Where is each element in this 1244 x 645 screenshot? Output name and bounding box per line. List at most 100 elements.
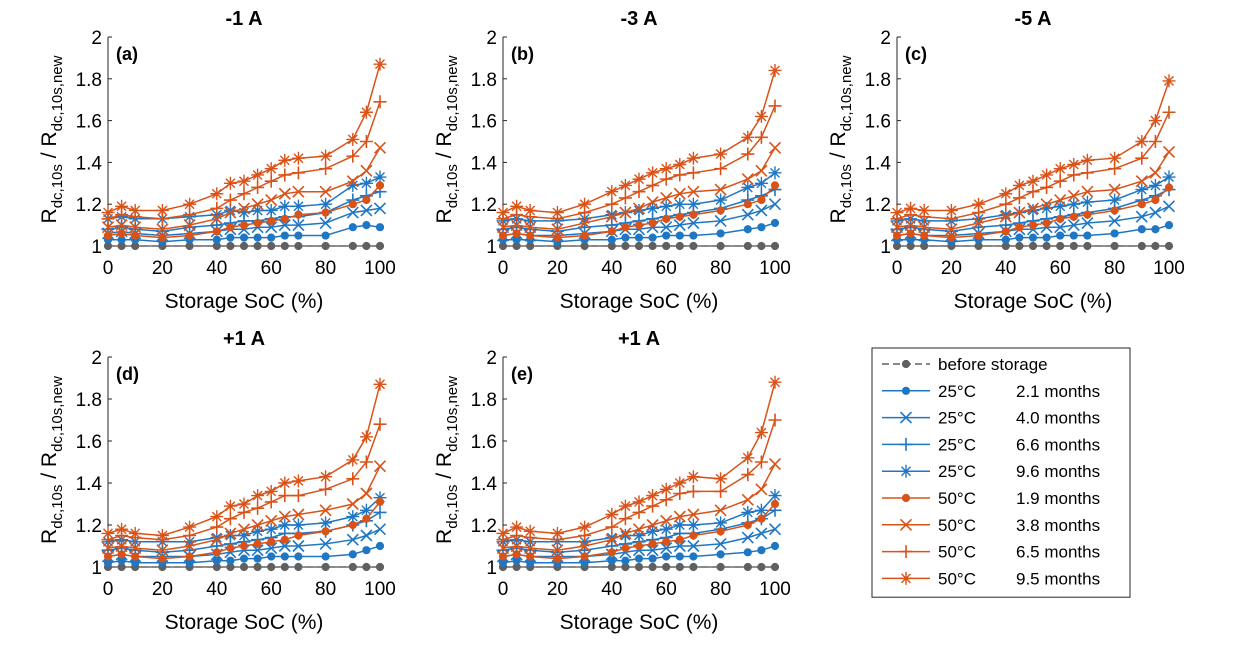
- data-point: [646, 178, 660, 192]
- data-point: [770, 218, 780, 228]
- data-point: [115, 219, 128, 232]
- data-point: [183, 539, 196, 553]
- data-point: [1054, 221, 1067, 234]
- data-point: [1162, 105, 1176, 119]
- legend-item: 50°C 6.5 months: [882, 543, 1100, 562]
- x-tick-label: 80: [315, 258, 336, 279]
- data-point: [714, 504, 727, 517]
- data-point: [362, 546, 371, 555]
- data-point: [743, 241, 752, 251]
- data-point: [265, 514, 278, 527]
- data-point: [605, 197, 619, 211]
- series-6: [101, 460, 387, 557]
- legend-duration: 9.5 months: [1016, 569, 1100, 588]
- data-point: [1040, 168, 1054, 182]
- data-point: [224, 206, 237, 219]
- data-point: [619, 527, 632, 540]
- data-point: [1001, 235, 1010, 244]
- data-point: [321, 552, 330, 561]
- data-point: [210, 212, 223, 225]
- data-point: [264, 522, 278, 536]
- data-point: [1110, 241, 1119, 251]
- data-point: [158, 554, 167, 563]
- data-point: [662, 552, 671, 561]
- x-tick-label: 0: [892, 258, 903, 279]
- data-point: [223, 512, 237, 526]
- legend-duration: 4.0 months: [1016, 409, 1100, 428]
- data-point: [265, 193, 278, 207]
- panel-label: (b): [511, 44, 534, 64]
- data-point: [675, 212, 684, 221]
- data-point: [226, 544, 235, 553]
- data-point: [1080, 195, 1094, 209]
- data-point: [675, 535, 684, 544]
- data-point: [754, 176, 768, 190]
- legend-marker: [899, 437, 913, 451]
- x-tick-label: 0: [498, 258, 509, 279]
- chart-panel-2: 0 20 40 60 80 100 1 1.2 1.4 1.6 1.8 2 -5 A (c) Storage…: [827, 8, 1185, 313]
- data-point: [294, 210, 303, 219]
- data-point: [634, 221, 644, 230]
- data-point: [1148, 135, 1162, 148]
- data-point: [1026, 202, 1040, 215]
- data-point: [754, 426, 768, 440]
- data-point: [278, 168, 292, 182]
- data-point: [1067, 197, 1081, 211]
- data-point: [237, 497, 251, 511]
- data-point: [291, 151, 305, 165]
- data-point: [632, 185, 646, 199]
- data-point: [648, 562, 657, 572]
- data-point: [904, 201, 918, 215]
- data-point: [523, 203, 537, 217]
- series-0: [892, 241, 1174, 251]
- series-line: [107, 465, 381, 551]
- data-point: [359, 176, 373, 190]
- y-axis-label: Rdc,10s / Rdc,10s,new: [38, 376, 66, 544]
- data-point: [714, 516, 728, 530]
- series-line: [107, 207, 381, 237]
- data-point: [348, 562, 357, 572]
- y-axis-label: Rdc,10s / Rdc,10s,new: [827, 55, 855, 223]
- data-point: [1080, 153, 1094, 167]
- data-point: [578, 520, 592, 534]
- x-tick-label: 100: [1153, 258, 1185, 279]
- series-line: [502, 105, 776, 220]
- series-8: [496, 375, 782, 540]
- series-line: [502, 184, 776, 239]
- data-point: [360, 204, 373, 217]
- y-tick-label: 2: [91, 348, 102, 369]
- data-point: [1080, 166, 1094, 180]
- data-point: [660, 542, 673, 555]
- data-point: [1164, 183, 1174, 192]
- y-tick-label: 1.2: [471, 195, 497, 216]
- data-point: [510, 539, 523, 553]
- data-point: [1110, 206, 1119, 215]
- data-point: [496, 526, 510, 540]
- legend-label: 50°C: [938, 489, 976, 508]
- data-point: [210, 510, 224, 524]
- series-line: [896, 176, 1170, 222]
- data-point: [757, 514, 766, 523]
- data-point: [689, 531, 698, 540]
- data-point: [226, 223, 235, 232]
- data-point: [278, 219, 291, 232]
- data-point: [1108, 151, 1122, 165]
- series-5: [103, 181, 385, 242]
- data-point: [553, 554, 562, 563]
- data-point: [101, 221, 115, 234]
- y-tick-label: 2: [880, 28, 891, 49]
- data-point: [348, 550, 357, 559]
- data-point: [605, 508, 619, 521]
- chart-title: -3 A: [620, 8, 657, 30]
- data-point: [278, 489, 292, 503]
- legend-label: 25°C: [938, 435, 976, 454]
- data-point: [319, 482, 333, 496]
- data-point: [999, 187, 1013, 201]
- series-8: [101, 377, 387, 542]
- data-point: [605, 520, 619, 534]
- data-point: [1067, 157, 1081, 171]
- data-point: [346, 178, 360, 192]
- data-point: [319, 162, 333, 176]
- x-tick-label: 40: [206, 579, 227, 600]
- legend-item: 25°C 6.6 months: [882, 435, 1100, 454]
